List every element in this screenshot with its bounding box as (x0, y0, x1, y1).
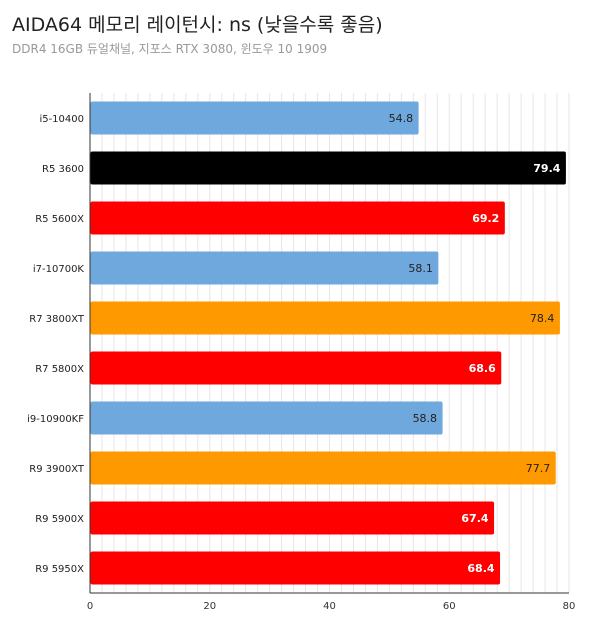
value-label: 68.4 (467, 562, 494, 575)
value-label: 54.8 (389, 112, 414, 125)
value-label: 58.1 (408, 262, 433, 275)
value-label: 79.4 (533, 162, 560, 175)
category-label: R9 3900XT (29, 464, 85, 475)
x-tick-label: 20 (203, 601, 216, 612)
category-label: R9 5950X (35, 564, 84, 575)
chart-title: AIDA64 메모리 레이턴시: ns (낮을수록 좋음) (12, 14, 383, 36)
x-tick-label: 80 (563, 601, 576, 612)
category-label: R7 3800XT (29, 314, 85, 325)
bar (90, 451, 556, 485)
category-label: i9-10900KF (27, 414, 84, 425)
x-tick-label: 60 (443, 601, 456, 612)
bar (90, 351, 502, 385)
x-tick-label: 40 (323, 601, 336, 612)
chart-subtitle: DDR4 16GB 듀얼채널, 지포스 RTX 3080, 윈도우 10 190… (12, 42, 328, 56)
category-label: R9 5900X (35, 514, 84, 525)
category-label: i5-10400 (39, 114, 84, 125)
bar (90, 401, 443, 435)
bar (90, 551, 501, 585)
category-label: R7 5800X (35, 364, 84, 375)
x-tick-label: 0 (87, 601, 93, 612)
value-label: 77.7 (526, 462, 551, 475)
bar (90, 151, 566, 185)
bar (90, 101, 419, 135)
category-label: i7-10700K (33, 264, 85, 275)
value-label: 58.8 (413, 412, 438, 425)
bar (90, 301, 560, 335)
value-label: 69.2 (472, 212, 499, 225)
category-label: R5 5600X (35, 214, 84, 225)
category-label: R5 3600 (42, 164, 84, 175)
bar (90, 251, 439, 285)
bar (90, 501, 495, 535)
value-label: 67.4 (461, 512, 488, 525)
value-label: 68.6 (469, 362, 496, 375)
value-label: 78.4 (530, 312, 555, 325)
bar (90, 201, 505, 235)
